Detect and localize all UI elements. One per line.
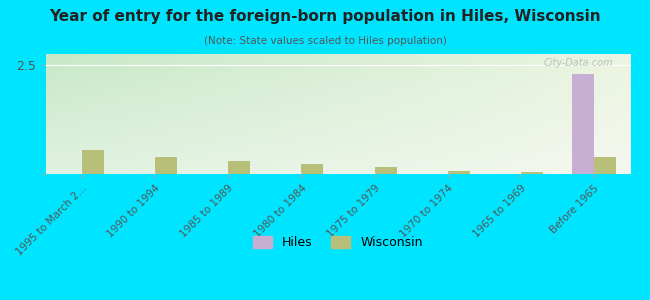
Bar (594, 158, 616, 174)
Text: (Note: State values scaled to Hiles population): (Note: State values scaled to Hiles popu… (203, 36, 447, 46)
Legend: Hiles, Wisconsin: Hiles, Wisconsin (248, 230, 428, 254)
Bar (572, 74, 594, 174)
Text: Year of entry for the foreign-born population in Hiles, Wisconsin: Year of entry for the foreign-born popul… (49, 9, 601, 24)
Bar (228, 161, 250, 174)
Text: City-Data.com: City-Data.com (543, 58, 613, 68)
Bar (82, 150, 104, 174)
Bar (155, 158, 177, 174)
Bar (521, 172, 543, 174)
Bar (448, 171, 469, 174)
Bar (374, 167, 396, 174)
Bar (302, 164, 324, 174)
